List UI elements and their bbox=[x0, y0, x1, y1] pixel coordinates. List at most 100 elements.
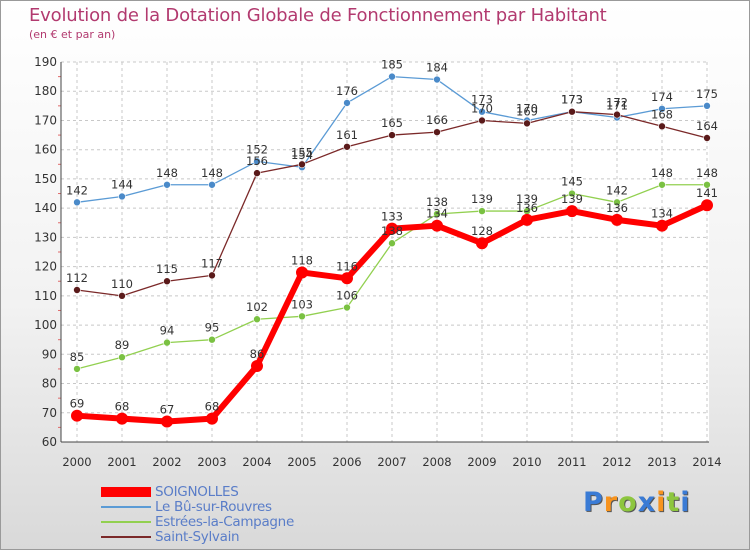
x-tick-label: 2000 bbox=[62, 455, 91, 469]
legend-swatch bbox=[101, 521, 151, 523]
data-label: 185 bbox=[381, 58, 403, 72]
data-point bbox=[298, 312, 306, 321]
data-label: 174 bbox=[651, 90, 673, 104]
data-point bbox=[341, 272, 353, 285]
data-label: 171 bbox=[606, 99, 628, 113]
legend-label: Le Bû-sur-Rouvres bbox=[155, 499, 272, 515]
data-label: 116 bbox=[336, 259, 358, 273]
data-point bbox=[566, 205, 578, 218]
data-label: 139 bbox=[561, 192, 583, 206]
data-point bbox=[478, 207, 486, 215]
x-tick-label: 2006 bbox=[332, 455, 361, 469]
y-tick-label: 150 bbox=[34, 172, 57, 186]
data-label: 169 bbox=[516, 104, 538, 118]
x-tick-label: 2012 bbox=[602, 455, 631, 469]
y-tick-label: 130 bbox=[34, 230, 57, 244]
data-label: 138 bbox=[426, 195, 448, 209]
data-label: 142 bbox=[606, 183, 628, 197]
data-label: 148 bbox=[156, 166, 178, 180]
data-point bbox=[658, 180, 666, 189]
data-point bbox=[703, 134, 711, 142]
logo-letter: P bbox=[583, 487, 604, 518]
data-point bbox=[71, 409, 83, 422]
legend-swatch bbox=[101, 487, 151, 497]
data-label: 170 bbox=[471, 101, 493, 115]
data-label: 89 bbox=[115, 338, 130, 352]
data-point bbox=[118, 292, 126, 300]
data-label: 165 bbox=[381, 116, 403, 130]
data-point bbox=[116, 412, 128, 425]
data-point bbox=[296, 266, 308, 279]
data-point bbox=[433, 210, 441, 218]
x-tick-label: 2004 bbox=[242, 455, 271, 469]
data-point bbox=[343, 142, 351, 151]
proxiti-logo: Proxiti bbox=[583, 487, 691, 518]
data-label: 136 bbox=[516, 201, 538, 215]
y-tick-label: 110 bbox=[34, 289, 57, 303]
data-label: 102 bbox=[246, 300, 268, 314]
y-tick-label: 90 bbox=[42, 347, 57, 361]
data-point bbox=[161, 415, 173, 428]
data-label: 86 bbox=[250, 347, 265, 361]
x-tick-label: 2013 bbox=[647, 455, 676, 469]
plot-area bbox=[61, 62, 709, 442]
data-label: 133 bbox=[381, 210, 403, 224]
y-tick-label: 160 bbox=[34, 143, 57, 157]
x-tick-label: 2008 bbox=[422, 455, 451, 469]
data-label: 68 bbox=[115, 400, 130, 414]
logo-letter: r bbox=[603, 487, 619, 518]
data-label: 184 bbox=[426, 61, 448, 75]
chart-subtitle: (en € et par an) bbox=[29, 28, 116, 41]
data-point bbox=[656, 219, 668, 232]
data-point bbox=[163, 180, 171, 189]
x-tick-label: 2011 bbox=[557, 455, 586, 469]
data-label: 136 bbox=[606, 201, 628, 215]
data-label: 128 bbox=[471, 224, 493, 238]
data-point bbox=[613, 110, 621, 119]
data-label: 156 bbox=[246, 154, 268, 168]
data-point bbox=[658, 122, 666, 131]
x-tick-label: 2002 bbox=[152, 455, 181, 469]
legend-swatch bbox=[101, 536, 151, 538]
data-point bbox=[523, 119, 531, 128]
y-tick-label: 80 bbox=[42, 377, 57, 391]
y-tick-label: 170 bbox=[34, 113, 57, 127]
data-point bbox=[388, 131, 396, 139]
data-point bbox=[658, 104, 666, 113]
data-point bbox=[388, 239, 396, 248]
data-label: 164 bbox=[696, 119, 718, 133]
x-tick-label: 2014 bbox=[692, 455, 721, 469]
data-point bbox=[703, 180, 711, 189]
data-point bbox=[568, 189, 576, 198]
x-tick-label: 2003 bbox=[197, 455, 226, 469]
logo-letter: t bbox=[666, 487, 681, 518]
x-tick-label: 2007 bbox=[377, 455, 406, 469]
data-label: 173 bbox=[561, 93, 583, 107]
data-label: 175 bbox=[696, 87, 718, 101]
data-label: 118 bbox=[291, 253, 313, 267]
data-point bbox=[343, 99, 351, 107]
data-point bbox=[568, 107, 576, 116]
data-label: 139 bbox=[516, 192, 538, 206]
data-point bbox=[253, 169, 261, 177]
data-label: 103 bbox=[291, 297, 313, 311]
logo-letter: i bbox=[680, 487, 691, 518]
data-label: 106 bbox=[336, 289, 358, 303]
data-point bbox=[433, 128, 441, 136]
data-label: 134 bbox=[426, 207, 448, 221]
data-label: 172 bbox=[606, 96, 628, 110]
x-tick-label: 2001 bbox=[107, 455, 136, 469]
data-point bbox=[253, 157, 261, 166]
data-label: 161 bbox=[336, 128, 358, 142]
data-label: 141 bbox=[696, 186, 718, 200]
legend-label: Estrées-la-Campagne bbox=[155, 514, 294, 530]
data-label: 85 bbox=[70, 350, 85, 364]
y-tick-label: 120 bbox=[34, 260, 57, 274]
data-point bbox=[431, 219, 443, 232]
data-label: 168 bbox=[651, 107, 673, 121]
data-label: 144 bbox=[111, 177, 133, 191]
data-point bbox=[701, 199, 713, 212]
legend-swatch bbox=[101, 506, 151, 508]
